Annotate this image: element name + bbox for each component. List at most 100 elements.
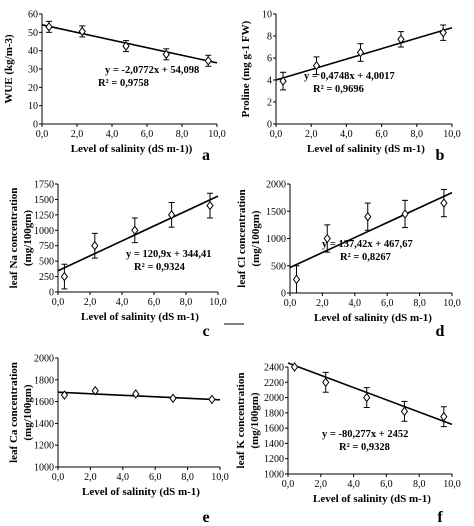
data-point: [204, 55, 212, 66]
y-axis-title: leaf Ca concentration: [8, 362, 20, 463]
trend-line: [41, 24, 218, 64]
x-tick-label: 2,0: [71, 129, 84, 140]
x-tick-label: 0,0: [52, 472, 65, 483]
y-tick-label: 60: [28, 10, 38, 21]
x-tick-label: 6,0: [375, 129, 388, 140]
data-point: [292, 274, 301, 285]
y-tick-label: 2200: [264, 378, 284, 389]
y-tick-label: 1000: [34, 226, 54, 237]
y-tick-label: 1600: [264, 424, 284, 435]
x-tick-label: 6,0: [148, 297, 161, 308]
y-tick-label: 500: [271, 261, 286, 272]
data-point: [363, 392, 371, 403]
y-tick-label: 1000: [34, 463, 54, 474]
data-point: [206, 200, 214, 211]
x-tick-label: 6,0: [381, 298, 394, 309]
trend-line: [287, 362, 453, 426]
y-axis-title: WUE (kg/m-3): [3, 34, 15, 104]
y-tick-label: 1750: [34, 180, 54, 191]
y-tick-label: 1250: [34, 210, 54, 221]
y-tick-label: 1000: [266, 234, 286, 245]
y-tick-label: 750: [39, 241, 54, 252]
x-tick-label: 2,0: [305, 129, 318, 140]
x-tick-label: 10,0: [443, 129, 461, 140]
panel-label: e: [202, 509, 209, 526]
y-tick-label: 1800: [264, 408, 284, 419]
data-point: [401, 209, 409, 219]
equation-label: y = 0,4748x + 4,0017: [304, 71, 395, 82]
y-tick-label: 1400: [264, 439, 284, 450]
x-tick-label: 10,0: [208, 129, 226, 140]
equation-label: y = -80,277x + 2452: [322, 429, 408, 440]
data-point: [131, 225, 139, 236]
data-point: [322, 377, 330, 388]
x-tick-label: 0,0: [36, 129, 49, 140]
x-axis-title: Level of salinity (dS m-1)): [71, 143, 193, 155]
y-axis-title: (mg/100gm): [249, 392, 261, 449]
data-point: [45, 22, 53, 32]
data-point: [397, 34, 405, 45]
r2-label: R² = 0,9758: [98, 78, 149, 89]
y-axis-title: leaf Cl concentration: [236, 189, 248, 287]
x-tick-label: 0,0: [52, 297, 65, 308]
data-point: [132, 389, 140, 399]
x-tick-label: 2,0: [316, 298, 329, 309]
y-tick-label: 6: [267, 54, 272, 65]
x-tick-label: 0,0: [284, 298, 297, 309]
y-tick-label: 500: [39, 257, 54, 268]
y-axis-title: (mg/100gm): [250, 210, 262, 267]
y-axis-title: Proline (mg g-1 FW): [240, 20, 252, 117]
y-tick-label: 50: [28, 28, 38, 39]
data-point: [323, 233, 331, 244]
data-point: [91, 240, 99, 251]
y-axis-title: (mg/100gm): [22, 210, 34, 267]
x-tick-label: 10,0: [211, 472, 229, 483]
data-point: [78, 26, 86, 37]
panel-label: f: [437, 509, 443, 526]
y-tick-label: 2000: [266, 180, 286, 191]
data-point: [91, 385, 99, 396]
y-tick-label: 1200: [264, 454, 284, 465]
x-tick-label: 2,0: [84, 472, 97, 483]
x-tick-label: 4,0: [117, 472, 130, 483]
y-tick-label: 250: [39, 272, 54, 283]
x-tick-label: 4,0: [106, 129, 119, 140]
y-tick-label: 30: [28, 65, 38, 76]
y-tick-label: 1000: [264, 470, 284, 481]
y-axis-title: (mg/100gm): [22, 384, 34, 441]
panel-label: c: [202, 323, 209, 340]
y-tick-label: 0: [33, 120, 38, 131]
r2-label: R² = 0,9328: [339, 442, 390, 453]
y-axis-title: leaf K concentration: [235, 373, 247, 469]
trend-line: [57, 195, 219, 272]
y-tick-label: 1600: [34, 397, 54, 408]
data-point: [439, 27, 447, 38]
data-point: [122, 41, 130, 51]
y-tick-label: 1500: [34, 195, 54, 206]
y-tick-label: 1400: [34, 419, 54, 430]
trend-line: [57, 391, 221, 401]
x-tick-label: 4,0: [340, 129, 353, 140]
data-point: [356, 47, 365, 58]
x-tick-label: 8,0: [176, 129, 189, 140]
r2-label: R² = 0,8267: [340, 252, 391, 263]
data-point: [162, 49, 170, 60]
y-tick-label: 2000: [264, 393, 284, 404]
x-tick-label: 6,0: [141, 129, 154, 140]
y-tick-label: 4: [267, 76, 272, 87]
trend-line: [275, 26, 453, 81]
x-tick-label: 10,0: [443, 298, 461, 309]
x-tick-label: 6,0: [149, 472, 162, 483]
equation-label: y = -2,0772x + 54,098: [105, 65, 199, 76]
panel-label: d: [436, 323, 445, 340]
data-point: [440, 411, 448, 422]
y-tick-label: 0: [267, 120, 272, 131]
equation-label: y = 137,42x + 467,67: [322, 239, 413, 250]
data-point: [60, 271, 69, 282]
data-point: [279, 76, 287, 86]
x-tick-label: 10,0: [443, 479, 461, 490]
data-point: [208, 394, 216, 405]
x-tick-label: 8,0: [413, 298, 426, 309]
data-point: [169, 393, 177, 404]
